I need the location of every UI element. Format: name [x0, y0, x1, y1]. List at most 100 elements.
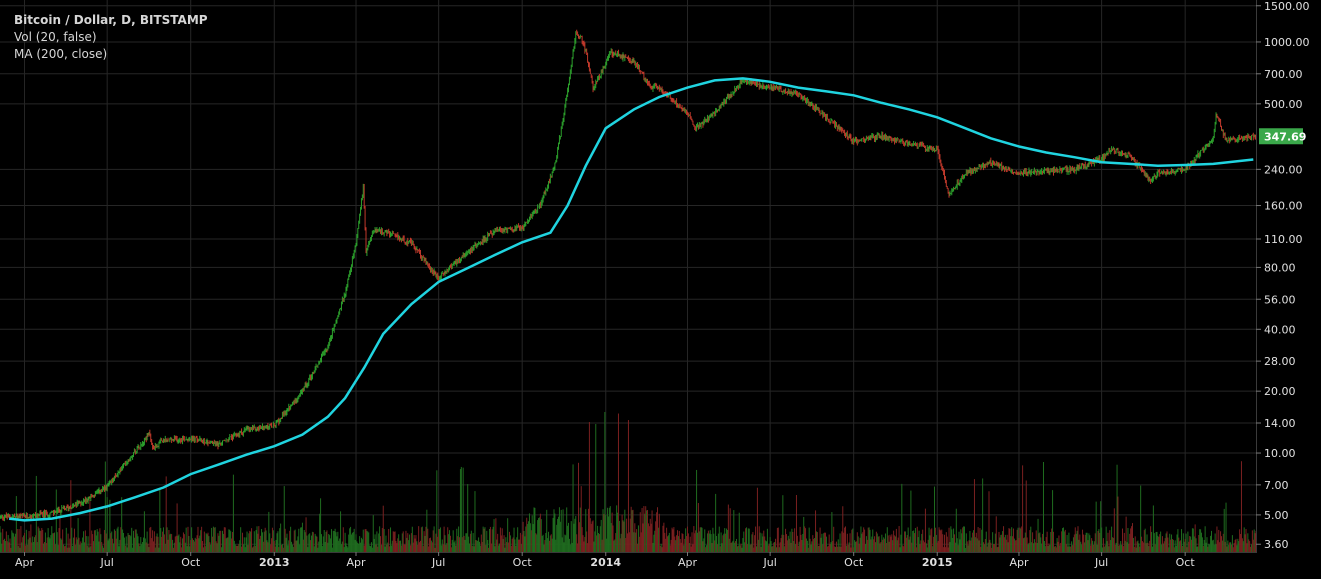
volume-bar — [1063, 531, 1065, 552]
volume-bar — [964, 547, 966, 552]
volume-bar — [1030, 526, 1032, 552]
volume-bar — [829, 544, 831, 552]
volume-bar — [391, 540, 393, 552]
volume-bar — [746, 544, 748, 552]
volume-bar — [1199, 529, 1201, 552]
volume-bar — [66, 547, 68, 552]
volume-bar — [615, 533, 617, 552]
volume-bar — [316, 536, 318, 552]
volume-bar — [418, 526, 420, 552]
volume-bar — [251, 528, 253, 552]
volume-bar — [1141, 541, 1143, 552]
volume-bar — [378, 533, 380, 552]
volume-bar — [638, 536, 640, 552]
volume-bar — [758, 526, 760, 552]
volume-bar — [1084, 534, 1086, 552]
ma-indicator-label[interactable]: MA (200, close) — [14, 47, 108, 61]
volume-bar — [461, 537, 463, 552]
volume-bar — [396, 543, 398, 552]
volume-bar — [1140, 485, 1142, 552]
volume-bar — [815, 510, 817, 552]
volume-bar — [989, 539, 991, 552]
volume-bar — [171, 534, 173, 552]
volume-bar — [351, 532, 353, 552]
volume-bar — [211, 527, 213, 552]
volume-bar — [648, 526, 650, 552]
volume-bar — [745, 528, 747, 552]
time-axis[interactable]: Apr Jul Oct 2013 Apr Jul Oct 2014 Apr Jul Oct 2015 A… — [15, 552, 1195, 569]
volume-bar — [1227, 540, 1229, 552]
volume-bar — [495, 518, 497, 552]
volume-bar — [366, 530, 368, 552]
volume-bar — [413, 535, 415, 552]
volume-bar — [375, 544, 377, 552]
volume-bar — [865, 536, 867, 552]
volume-indicator-label[interactable]: Vol (20, false) — [14, 30, 97, 44]
volume-bar — [158, 547, 160, 552]
volume-bar — [481, 541, 483, 552]
volume-bar — [320, 534, 322, 552]
volume-bar — [1103, 546, 1105, 552]
x-tick-label: Apr — [1009, 556, 1029, 569]
price-axis[interactable]: 1500.00 1000.00 700.00 500.00 240.00 160.00 11… — [1256, 0, 1310, 551]
x-tick-label: Jul — [1094, 556, 1108, 569]
volume-bar — [677, 536, 679, 552]
volume-bar — [785, 534, 787, 552]
volume-bar — [820, 537, 822, 552]
volume-bar — [969, 530, 971, 552]
volume-bar — [1095, 501, 1097, 552]
volume-bar — [1172, 539, 1174, 552]
volume-bar — [1175, 545, 1177, 552]
volume-bar — [439, 529, 441, 552]
volume-bar — [334, 528, 336, 552]
volume-bar — [397, 538, 399, 552]
volume-bar — [1159, 534, 1161, 552]
volume-bar — [393, 531, 395, 552]
volume-bar — [999, 537, 1001, 552]
volume-bar — [716, 544, 718, 552]
volume-bar — [660, 543, 662, 552]
volume-bar — [222, 530, 224, 552]
volume-bar — [953, 528, 955, 552]
volume-bar — [558, 516, 560, 552]
volume-bar — [1124, 540, 1126, 552]
volume-bar — [204, 546, 206, 552]
volume-bar — [390, 545, 392, 552]
volume-bar — [209, 542, 211, 552]
volume-bar — [138, 543, 140, 552]
volume-bar — [202, 547, 204, 552]
volume-bar — [741, 547, 743, 552]
volume-bar — [1250, 544, 1252, 552]
volume-bar — [755, 526, 757, 552]
volume-bar — [859, 537, 861, 552]
volume-bar — [695, 530, 697, 552]
volume-bar — [942, 534, 944, 552]
volume-bar — [997, 546, 999, 552]
volume-bar — [650, 523, 652, 552]
symbol-title[interactable]: Bitcoin / Dollar, D, BITSTAMP — [14, 13, 208, 27]
volume-bar — [747, 528, 749, 552]
volume-bar — [195, 539, 197, 552]
volume-bar — [1181, 545, 1183, 552]
volume-bar — [187, 526, 189, 552]
volume-bar — [582, 535, 584, 552]
volume-bar — [399, 540, 401, 552]
volume-bar — [545, 533, 547, 552]
volume-bar — [423, 531, 425, 552]
last-price-badge-group: 347.69 — [1259, 128, 1306, 145]
volume-bar — [1194, 524, 1196, 552]
x-tick-label: Jul — [100, 556, 114, 569]
volume-bar — [307, 547, 309, 552]
volume-bar — [497, 533, 499, 552]
volume-bar — [253, 531, 255, 552]
volume-bar — [308, 534, 310, 552]
volume-bar — [485, 545, 487, 552]
volume-bar — [167, 539, 169, 552]
volume-bar — [212, 526, 214, 552]
volume-bar — [340, 511, 342, 552]
volume-bar — [644, 513, 646, 552]
volume-bar — [93, 530, 95, 552]
volume-bar — [911, 542, 913, 552]
volume-bar — [599, 526, 601, 552]
